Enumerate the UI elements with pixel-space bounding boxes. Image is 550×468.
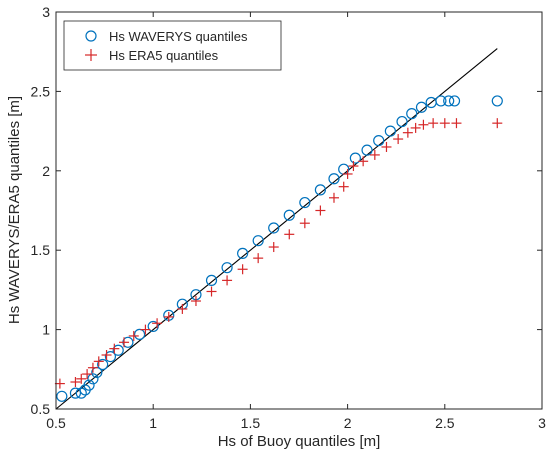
data-point-plus bbox=[342, 168, 353, 179]
data-point-circle bbox=[373, 135, 385, 147]
data-point-plus bbox=[119, 337, 130, 348]
data-point-plus bbox=[128, 330, 139, 341]
data-point-circle bbox=[56, 390, 68, 402]
data-point-circle bbox=[448, 95, 461, 107]
data-point-circle bbox=[283, 209, 295, 221]
data-point-plus bbox=[82, 369, 93, 380]
data-point-circle bbox=[361, 144, 373, 156]
data-point-plus bbox=[237, 264, 248, 275]
series-layer bbox=[54, 95, 503, 402]
data-point-plus bbox=[163, 311, 174, 322]
data-point-plus bbox=[101, 350, 112, 361]
data-point-circle bbox=[133, 328, 146, 340]
y-tick-label: 0.5 bbox=[31, 401, 51, 417]
data-point-plus bbox=[222, 275, 233, 286]
data-point-plus bbox=[315, 205, 326, 216]
x-tick-label: 0.5 bbox=[46, 415, 66, 431]
data-point-plus bbox=[253, 253, 264, 264]
data-point-circle bbox=[443, 95, 455, 107]
data-point-plus bbox=[76, 373, 87, 384]
data-point-circle bbox=[69, 387, 82, 399]
x-tick-label: 2 bbox=[344, 415, 352, 431]
data-point-plus bbox=[381, 141, 392, 152]
y-tick-label: 1 bbox=[42, 322, 50, 338]
data-point-circle bbox=[112, 344, 124, 356]
data-point-circle bbox=[299, 196, 311, 209]
legend-label-waverys: Hs WAVERYS quantiles bbox=[109, 29, 248, 44]
y-tick-label: 2.5 bbox=[31, 83, 51, 99]
data-point-plus bbox=[54, 378, 65, 389]
data-point-plus bbox=[492, 118, 503, 129]
y-tick-label: 3 bbox=[42, 4, 50, 20]
x-tick-label: 1 bbox=[149, 415, 157, 431]
reference-line bbox=[55, 48, 498, 410]
x-tick-label: 3 bbox=[538, 415, 546, 431]
series-era5 bbox=[54, 118, 503, 389]
data-point-circle bbox=[75, 387, 87, 399]
data-point-plus bbox=[428, 118, 439, 129]
data-point-circle bbox=[415, 101, 428, 113]
data-point-plus bbox=[177, 303, 188, 314]
data-point-circle bbox=[406, 108, 418, 120]
data-point-circle bbox=[221, 262, 233, 274]
data-point-circle bbox=[396, 115, 408, 128]
data-point-plus bbox=[451, 118, 462, 129]
legend-label-era5: Hs ERA5 quantiles bbox=[109, 48, 219, 63]
data-point-plus bbox=[70, 377, 81, 388]
data-point-plus bbox=[190, 296, 201, 307]
data-point-plus bbox=[93, 356, 104, 367]
x-tick-label: 1.5 bbox=[241, 415, 261, 431]
x-tick-label: 2.5 bbox=[435, 415, 455, 431]
series-waverys bbox=[56, 95, 503, 402]
data-point-circle bbox=[205, 274, 218, 286]
legend: Hs WAVERYS quantiles Hs ERA5 quantiles bbox=[63, 20, 282, 71]
y-tick-label: 2 bbox=[42, 163, 50, 179]
data-point-circle bbox=[491, 95, 503, 107]
data-point-plus bbox=[410, 122, 421, 133]
data-point-plus bbox=[338, 181, 349, 192]
reference-line-layer bbox=[55, 48, 498, 410]
data-point-circle bbox=[268, 222, 280, 234]
data-point-circle bbox=[237, 247, 249, 259]
data-point-plus bbox=[328, 192, 339, 203]
data-point-circle bbox=[384, 125, 396, 137]
data-point-plus bbox=[109, 343, 120, 354]
data-point-plus bbox=[284, 229, 295, 240]
data-point-circle bbox=[104, 350, 117, 363]
data-point-plus bbox=[348, 161, 359, 172]
data-point-plus bbox=[299, 218, 310, 229]
data-point-circle bbox=[147, 320, 159, 333]
data-point-plus bbox=[358, 156, 369, 167]
data-point-plus bbox=[439, 118, 450, 129]
data-point-circle bbox=[314, 184, 326, 196]
data-point-circle bbox=[97, 358, 109, 371]
data-point-plus bbox=[393, 134, 404, 145]
data-point-circle bbox=[252, 235, 264, 247]
data-point-plus bbox=[87, 362, 98, 373]
y-axis-label: Hs WAVERYS/ERA5 quantiles [m] bbox=[6, 96, 23, 324]
legend-box bbox=[63, 20, 282, 71]
data-point-plus bbox=[206, 286, 217, 297]
y-tick-label: 1.5 bbox=[31, 242, 51, 258]
x-axis-label: Hs of Buoy quantiles [m] bbox=[218, 433, 381, 450]
data-point-circle bbox=[328, 173, 340, 185]
data-point-plus bbox=[418, 119, 429, 130]
legend-marker-plus bbox=[85, 49, 97, 61]
data-point-plus bbox=[152, 318, 163, 329]
legend-marker-circle bbox=[85, 30, 97, 42]
data-point-plus bbox=[268, 242, 279, 253]
data-point-plus bbox=[369, 149, 380, 160]
data-point-circle bbox=[87, 373, 99, 385]
data-point-plus bbox=[402, 127, 413, 138]
data-point-circle bbox=[435, 95, 447, 107]
data-point-plus bbox=[140, 324, 151, 335]
ticks-layer: 0.5 1 1.5 2 2.5 3 0.5 1 1.5 2 2.5 3 bbox=[31, 4, 547, 431]
data-point-circle bbox=[349, 152, 361, 164]
data-point-circle bbox=[83, 379, 95, 391]
axes-box bbox=[55, 11, 543, 410]
